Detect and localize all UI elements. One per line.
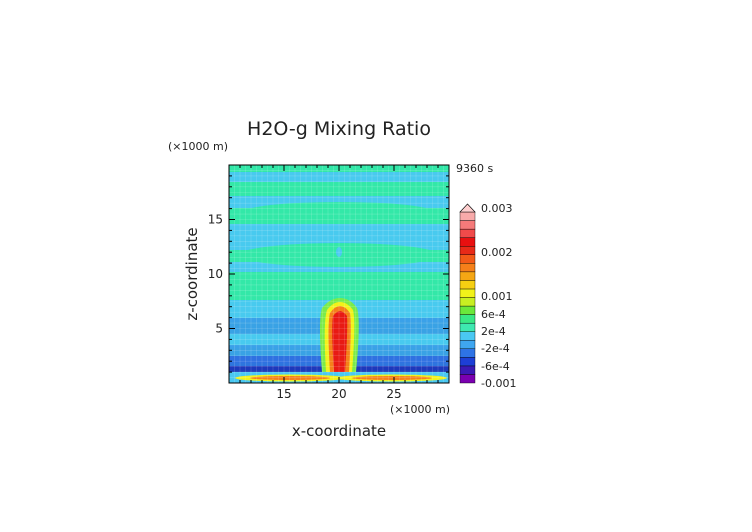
field-bulge bbox=[244, 202, 434, 222]
y-axis-label: z-coordinate bbox=[183, 227, 201, 320]
field-surface-left-core bbox=[250, 376, 330, 380]
y-ticks: 5 10 15 bbox=[208, 164, 449, 384]
colorbar-swatch bbox=[459, 263, 476, 273]
colorbar-swatch bbox=[459, 297, 476, 307]
colorbar-swatch bbox=[459, 228, 476, 238]
colorbar-label: 0.001 bbox=[481, 290, 513, 303]
colorbar-swatch bbox=[459, 340, 476, 350]
colorbar-swatch bbox=[459, 271, 476, 281]
chart-title: H2O-g Mixing Ratio bbox=[247, 118, 431, 140]
colorbar-swatch bbox=[459, 305, 476, 315]
plume-contour bbox=[332, 311, 348, 372]
colorbar-swatch bbox=[459, 322, 476, 332]
y-unit-label: (×1000 m) bbox=[168, 140, 228, 153]
colorbar-extend-triangle bbox=[459, 203, 476, 213]
time-label: 9360 s bbox=[456, 162, 493, 175]
field-surface-right-core bbox=[352, 376, 432, 380]
colorbar-swatch bbox=[459, 288, 476, 298]
colorbar-label: -6e-4 bbox=[481, 360, 510, 373]
colorbar-label: -2e-4 bbox=[481, 342, 510, 355]
colorbar-swatch bbox=[459, 348, 476, 358]
heatmap-field bbox=[228, 164, 450, 384]
colorbar-swatch bbox=[459, 365, 476, 375]
colorbar-label: 0.002 bbox=[481, 246, 513, 259]
grid bbox=[228, 164, 450, 384]
colorbar bbox=[459, 203, 476, 384]
field-bulge bbox=[229, 281, 449, 299]
colorbar-labels: 0.003 0.002 0.001 6e-4 2e-4 -2e-4 -6e-4 -0.001 bbox=[481, 202, 516, 390]
field-spot bbox=[336, 247, 342, 257]
colorbar-swatch bbox=[459, 245, 476, 255]
colorbar-swatch bbox=[459, 357, 476, 367]
y-tick-label: 5 bbox=[215, 322, 223, 336]
colorbar-label: 0.003 bbox=[481, 202, 513, 215]
colorbar-swatch bbox=[459, 314, 476, 324]
colorbar-swatch bbox=[459, 280, 476, 290]
x-unit-label: (×1000 m) bbox=[390, 403, 450, 416]
x-tick-label: 25 bbox=[386, 387, 401, 401]
y-tick-label: 10 bbox=[208, 267, 223, 281]
colorbar-label: -0.001 bbox=[481, 377, 516, 390]
x-tick-label: 15 bbox=[276, 387, 291, 401]
x-ticks: 15 20 25 bbox=[228, 165, 450, 401]
colorbar-swatch bbox=[459, 237, 476, 247]
colorbar-swatch bbox=[459, 331, 476, 341]
field-band bbox=[229, 172, 449, 182]
colorbar-swatch bbox=[459, 254, 476, 264]
colorbar-label: 2e-4 bbox=[481, 325, 506, 338]
colorbar-swatch bbox=[459, 374, 476, 384]
colorbar-label: 6e-4 bbox=[481, 308, 506, 321]
colorbar-swatch bbox=[459, 211, 476, 221]
y-tick-label: 15 bbox=[208, 213, 223, 227]
x-axis-label: x-coordinate bbox=[292, 422, 386, 440]
x-tick-label: 20 bbox=[331, 387, 346, 401]
colorbar-swatch bbox=[459, 220, 476, 230]
